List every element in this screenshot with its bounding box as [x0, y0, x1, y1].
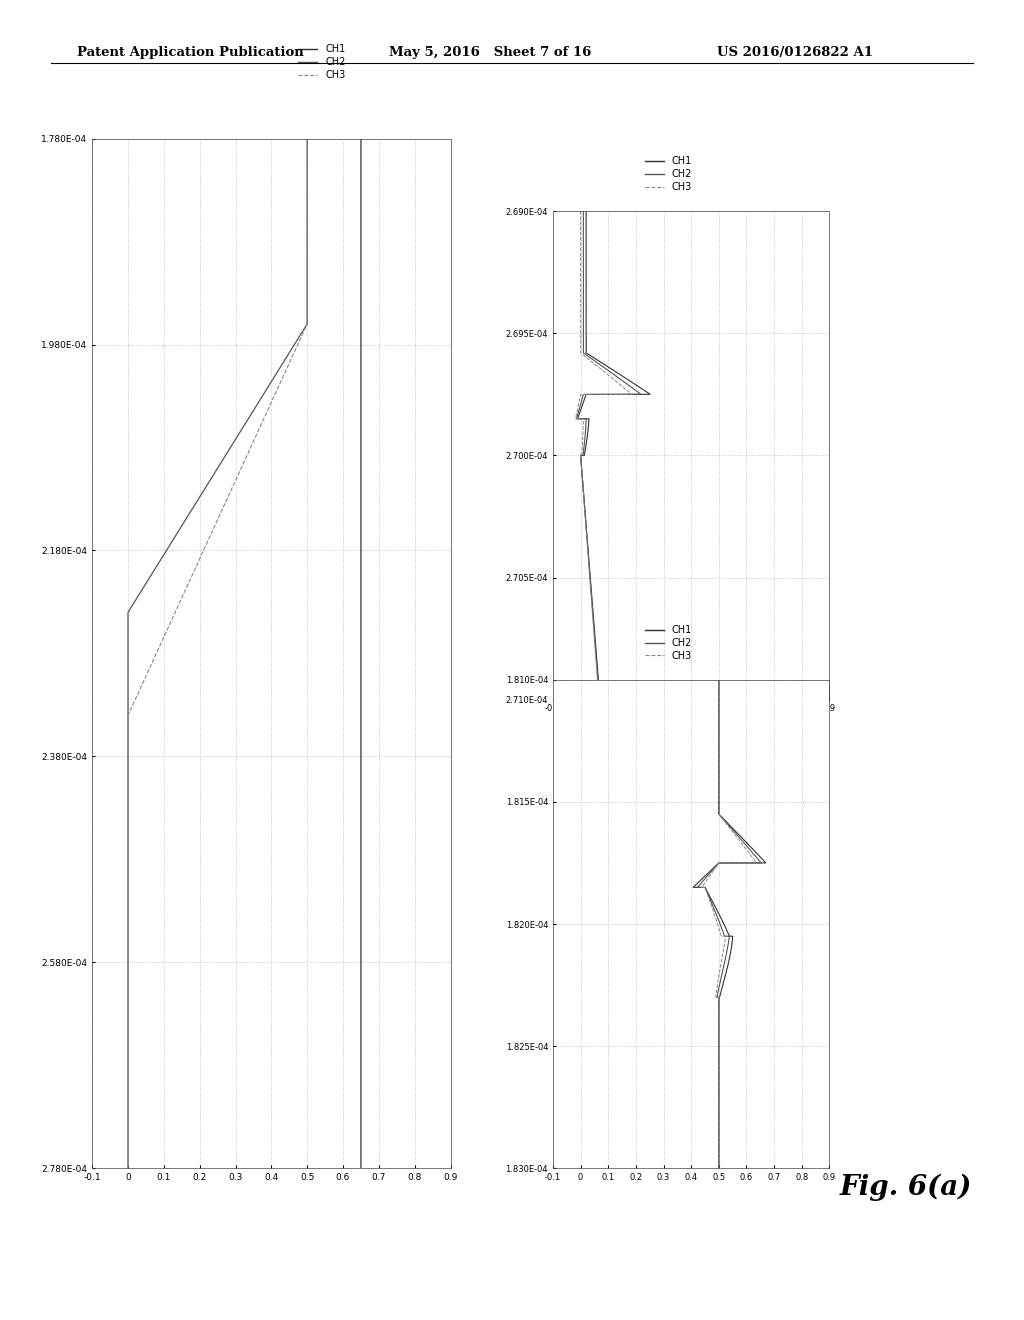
Text: Patent Application Publication: Patent Application Publication: [77, 46, 303, 59]
Legend: CH1, CH2, CH3: CH1, CH2, CH3: [294, 41, 349, 84]
Text: Fig. 6(a): Fig. 6(a): [840, 1173, 972, 1201]
Text: May 5, 2016   Sheet 7 of 16: May 5, 2016 Sheet 7 of 16: [389, 46, 592, 59]
Legend: CH1, CH2, CH3: CH1, CH2, CH3: [641, 153, 696, 197]
Text: US 2016/0126822 A1: US 2016/0126822 A1: [717, 46, 872, 59]
Legend: CH1, CH2, CH3: CH1, CH2, CH3: [641, 622, 696, 665]
